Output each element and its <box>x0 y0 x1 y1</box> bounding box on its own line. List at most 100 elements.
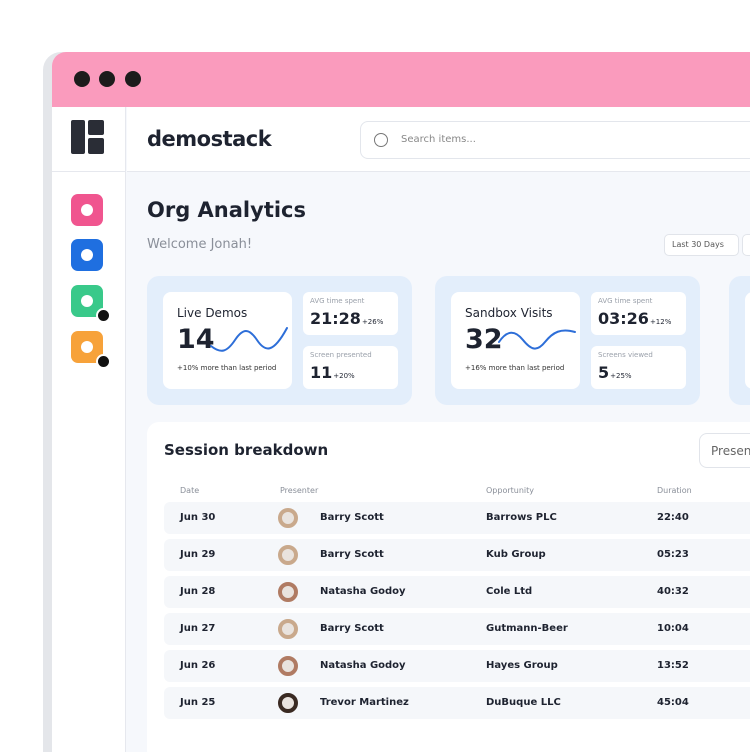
cell-date: Jun 27 <box>180 623 216 634</box>
table-button-label: Presen <box>711 444 750 458</box>
cell-date: Jun 29 <box>180 549 216 560</box>
stat-card: AVG time spent 03:26+12% <box>591 292 686 335</box>
column-header: Duration <box>657 486 692 495</box>
stat-value: 21:28+26% <box>310 309 383 328</box>
stat-value: 11+20% <box>310 363 355 382</box>
cell-date: Jun 26 <box>180 660 216 671</box>
date-filter[interactable]: Last 30 Days <box>664 234 739 256</box>
cell-duration: 13:52 <box>657 660 689 671</box>
stat-change: +20% <box>333 372 355 380</box>
sparkline <box>210 327 288 352</box>
metric-card: Live Demos 14 +10% more than last period <box>163 292 292 389</box>
cell-date: Jun 30 <box>180 512 216 523</box>
column-header: Presenter <box>280 486 319 495</box>
filter[interactable] <box>742 234 750 256</box>
window: demostack Search items... Org Analytics … <box>52 52 750 752</box>
stat-number: 5 <box>598 363 610 382</box>
logo <box>88 120 104 135</box>
stat-label: AVG time spent <box>598 297 653 305</box>
stat-number: 03:26 <box>598 309 649 328</box>
cell-duration: 10:04 <box>657 623 689 634</box>
table-row[interactable]: Jun 29 Barry Scott Kub Group 05:23 <box>164 539 750 571</box>
topbar: demostack Search items... <box>127 107 750 172</box>
cell-opportunity: Barrows PLC <box>486 512 557 523</box>
cell-presenter: Barry Scott <box>320 623 384 634</box>
table-row[interactable]: Jun 26 Natasha Godoy Hayes Group 13:52 <box>164 650 750 682</box>
cell-date: Jun 25 <box>180 697 216 708</box>
stat-card: AVG time spent 21:28+26% <box>303 292 398 335</box>
metric-title: Live Demos <box>177 306 248 320</box>
brand: demostack <box>147 127 272 151</box>
cell-opportunity: DuBuque LLC <box>486 697 561 708</box>
sparkline <box>498 329 576 350</box>
stat-number: 11 <box>310 363 333 382</box>
stat-label: Screen presented <box>310 351 372 359</box>
cell-opportunity: Kub Group <box>486 549 546 560</box>
logo-area <box>52 107 126 172</box>
metric-card: Sandbox Visits 32 +16% more than last peri… <box>451 292 580 389</box>
lock <box>96 308 111 323</box>
page-title: Org Analytics <box>147 198 306 222</box>
avatar <box>278 619 298 639</box>
table-row[interactable]: Jun 25 Trevor Martinez DuBuque LLC 45:04 <box>164 687 750 719</box>
window-dot[interactable] <box>74 71 90 87</box>
cell-opportunity: Cole Ltd <box>486 586 533 597</box>
table-card: Session breakdown Presen Date Presenter Op… <box>147 422 750 752</box>
cell-opportunity: Gutmann-Beer <box>486 623 568 634</box>
window-dot[interactable] <box>125 71 141 87</box>
welcome: Welcome Jonah! <box>147 237 253 252</box>
metric-note: +10% more than last period <box>177 364 277 372</box>
card-group: Live Demos 14 +10% more than last period AV… <box>147 276 412 405</box>
nav-icon[interactable] <box>71 285 111 323</box>
avatar <box>278 582 298 602</box>
avatar <box>278 693 298 713</box>
cell-duration: 05:23 <box>657 549 689 560</box>
stat-change: +26% <box>361 318 384 326</box>
logo <box>88 138 104 154</box>
stat-change: +12% <box>649 318 672 326</box>
card-group <box>729 276 750 405</box>
metric-value: 14 <box>177 324 215 355</box>
nav-icon[interactable] <box>71 239 103 271</box>
stat-change: +25% <box>610 372 632 380</box>
table-row[interactable]: Jun 30 Barry Scott Barrows PLC 22:40 <box>164 502 750 534</box>
sidebar <box>52 107 126 752</box>
stat-card: Screens viewed 5+25% <box>591 346 686 389</box>
table-title: Session breakdown <box>164 441 329 459</box>
cell-duration: 22:40 <box>657 512 689 523</box>
stat-value: 5+25% <box>598 363 632 382</box>
stat-value: 03:26+12% <box>598 309 671 328</box>
metric-title: Sandbox Visits <box>465 306 553 320</box>
search-box[interactable]: Search items... <box>360 121 750 159</box>
avatar <box>278 545 298 565</box>
cell-presenter: Trevor Martinez <box>320 697 409 708</box>
nav-icon[interactable] <box>71 194 103 226</box>
search-icon <box>374 133 388 147</box>
stat-number: 21:28 <box>310 309 361 328</box>
search-placeholder: Search items... <box>401 134 476 145</box>
cell-opportunity: Hayes Group <box>486 660 558 671</box>
avatar <box>278 508 298 528</box>
avatar <box>278 656 298 676</box>
lock <box>96 354 111 369</box>
table-row[interactable]: Jun 28 Natasha Godoy Cole Ltd 40:32 <box>164 576 750 608</box>
cell-presenter: Barry Scott <box>320 549 384 560</box>
metric-value: 32 <box>465 324 503 355</box>
cell-duration: 45:04 <box>657 697 689 708</box>
stat-card: Screen presented 11+20% <box>303 346 398 389</box>
cell-duration: 40:32 <box>657 586 689 597</box>
cell-date: Jun 28 <box>180 586 216 597</box>
column-header: Date <box>180 486 200 495</box>
metric-note: +16% more than last period <box>465 364 565 372</box>
titlebar <box>52 52 750 107</box>
table-row[interactable]: Jun 27 Barry Scott Gutmann-Beer 10:04 <box>164 613 750 645</box>
window-dot[interactable] <box>99 71 115 87</box>
cell-presenter: Natasha Godoy <box>320 586 406 597</box>
date-filter-label: Last 30 Days <box>672 240 724 249</box>
stat-label: Screens viewed <box>598 351 653 359</box>
table-button[interactable]: Presen <box>699 433 750 468</box>
cell-presenter: Natasha Godoy <box>320 660 406 671</box>
column-header: Opportunity <box>486 486 535 495</box>
nav-icon[interactable] <box>71 331 111 369</box>
